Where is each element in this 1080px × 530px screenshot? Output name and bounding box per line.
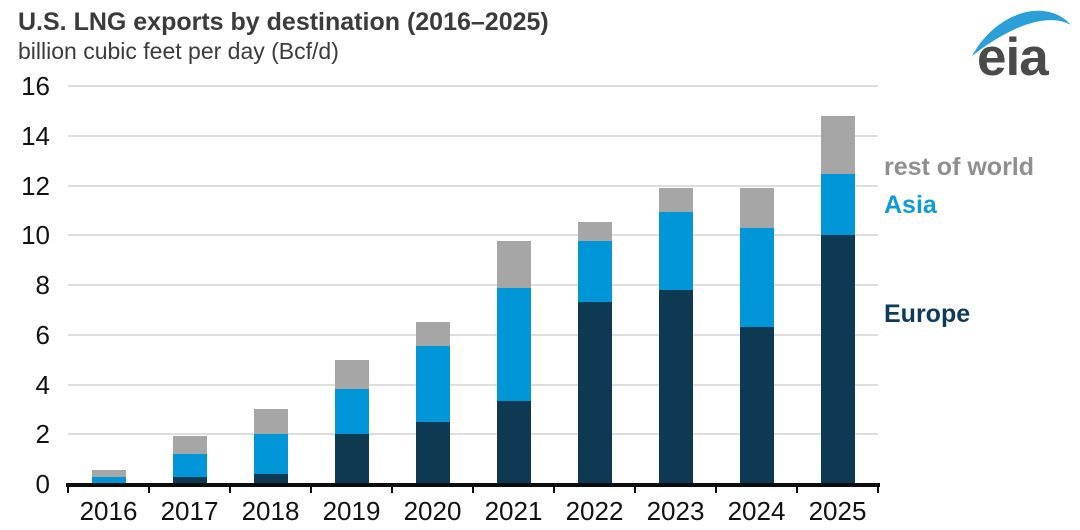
gridline — [68, 333, 878, 336]
gridline — [68, 134, 878, 137]
bar-2023 — [658, 188, 693, 484]
bar-2017 — [172, 435, 207, 484]
gridline — [68, 85, 878, 87]
y-axis-label: 8 — [35, 270, 50, 300]
chart-subtitle: billion cubic feet per day (Bcf/d) — [18, 38, 339, 64]
bar-segment-europe-2019 — [334, 434, 369, 484]
bar-segment-rest-of-world-2025 — [820, 115, 855, 175]
chart-title: U.S. LNG exports by destination (2016–20… — [18, 8, 549, 36]
bar-segment-rest-of-world-2021 — [496, 241, 531, 288]
legend-label-asia: Asia — [884, 191, 937, 219]
bar-segment-asia-2025 — [820, 174, 855, 236]
y-axis-label: 16 — [21, 71, 50, 101]
x-axis-tick — [634, 484, 636, 493]
bar-segment-asia-2024 — [739, 227, 774, 328]
gridline — [68, 184, 878, 187]
bar-2025 — [820, 115, 855, 484]
bar-2022 — [577, 221, 612, 484]
y-axis-label: 2 — [35, 419, 50, 450]
x-axis-tick — [796, 484, 798, 493]
bar-2024 — [739, 188, 774, 484]
bar-2016 — [91, 470, 126, 484]
bar-segment-europe-2024 — [739, 327, 774, 484]
eia-logo: eia — [972, 10, 1071, 82]
x-axis-label-2025: 2025 — [808, 496, 867, 526]
y-axis-label: 14 — [21, 120, 50, 151]
x-axis-tick — [229, 484, 231, 493]
y-axis-label: 10 — [21, 220, 50, 251]
bar-segment-asia-2021 — [496, 287, 531, 401]
bar-segment-europe-2022 — [577, 302, 612, 484]
bar-segment-europe-2018 — [253, 474, 288, 484]
x-axis-tick — [67, 484, 69, 493]
bar-segment-asia-2017 — [172, 454, 207, 477]
bar-segment-asia-2016 — [91, 476, 126, 484]
bar-segment-europe-2017 — [172, 476, 207, 484]
x-axis-tick — [310, 484, 312, 493]
bar-segment-asia-2020 — [415, 345, 450, 422]
x-axis-tick — [553, 484, 555, 493]
y-axis-label: 12 — [21, 170, 50, 201]
bar-segment-rest-of-world-2023 — [658, 188, 693, 212]
x-axis-label-2023: 2023 — [646, 496, 705, 526]
x-axis-label-2020: 2020 — [403, 496, 462, 526]
legend-label-europe: Europe — [884, 300, 971, 328]
y-axis-label: 0 — [35, 469, 50, 499]
bar-segment-rest-of-world-2020 — [415, 322, 450, 346]
bar-segment-asia-2018 — [253, 434, 288, 475]
x-axis-tick — [148, 484, 150, 493]
gridline — [68, 383, 878, 386]
x-axis-label-2016: 2016 — [79, 496, 138, 526]
eia-logo-text: eia — [977, 28, 1049, 82]
bar-2020 — [415, 322, 450, 484]
x-axis-tick — [715, 484, 717, 493]
x-axis-label-2024: 2024 — [727, 496, 786, 526]
x-axis-label-2018: 2018 — [241, 496, 300, 526]
y-axis-label: 6 — [35, 319, 50, 350]
x-axis-label-2017: 2017 — [160, 496, 219, 526]
gridline — [68, 234, 878, 237]
bar-segment-europe-2021 — [496, 400, 531, 484]
gridline — [68, 433, 878, 436]
bar-segment-europe-2025 — [820, 235, 855, 484]
bar-segment-rest-of-world-2018 — [253, 409, 288, 435]
bar-2018 — [253, 409, 288, 484]
bar-2019 — [334, 359, 369, 484]
eia-swoosh-icon — [972, 10, 1071, 56]
bar-segment-rest-of-world-2017 — [172, 435, 207, 455]
bar-segment-rest-of-world-2019 — [334, 359, 369, 390]
bar-segment-rest-of-world-2016 — [91, 470, 126, 477]
legend-label-rest-of-world: rest of world — [884, 153, 1035, 181]
bar-segment-rest-of-world-2022 — [577, 221, 612, 242]
x-axis-tick — [877, 484, 879, 493]
x-axis-label-2019: 2019 — [322, 496, 381, 526]
bar-segment-rest-of-world-2024 — [739, 188, 774, 228]
x-axis-tick — [472, 484, 474, 493]
bar-segment-asia-2023 — [658, 211, 693, 290]
plot-area: 2016 2017 2018 2019 2020 2021 2022 2023 2024 2025 — [66, 85, 880, 526]
bar-segment-asia-2019 — [334, 389, 369, 435]
x-axis-label-2022: 2022 — [565, 496, 624, 526]
y-axis-label: 4 — [35, 369, 50, 400]
x-axis-tick — [391, 484, 393, 493]
bar-segment-europe-2020 — [415, 421, 450, 484]
bar-2021 — [496, 241, 531, 484]
gridline — [68, 284, 878, 286]
bar-segment-asia-2022 — [577, 241, 612, 303]
x-axis-label-2021: 2021 — [484, 496, 543, 526]
bar-segment-europe-2023 — [658, 289, 693, 484]
